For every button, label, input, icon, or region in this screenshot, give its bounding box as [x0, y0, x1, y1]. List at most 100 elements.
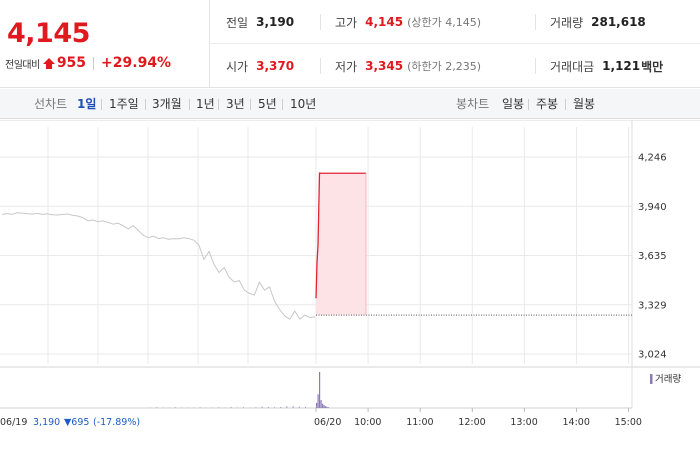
divider — [320, 58, 321, 74]
stat-unit: 백만 — [641, 59, 664, 74]
volume-bars — [150, 372, 330, 408]
stat-volume: 거래량 281,618 — [550, 0, 646, 44]
change-label: 전일대비 — [5, 59, 40, 71]
volume-bar — [323, 405, 325, 408]
volume-legend-swatch — [650, 374, 653, 384]
tab-candle-weekly[interactable]: 주봉 — [536, 97, 559, 111]
candle-chart-label: 봉차트 — [456, 97, 490, 111]
divider — [101, 99, 102, 110]
divider — [218, 99, 219, 110]
stat-sub: (하한가 2,235) — [407, 60, 481, 73]
volume-bar — [230, 406, 232, 408]
stat-trade-value: 거래대금 1,121 백만 — [550, 44, 663, 88]
stat-value: 281,618 — [591, 15, 646, 29]
volume-legend: 거래량 — [650, 373, 681, 385]
grid — [0, 120, 700, 409]
y-tick-label: 4,246 — [638, 153, 667, 164]
divider — [320, 14, 321, 30]
tab-period-10y[interactable]: 10년 — [290, 97, 317, 111]
line-chart-label: 선차트 — [34, 97, 68, 111]
change-row: 전일대비 955 +29.94% — [5, 54, 171, 72]
quote-header: 4,145 전일대비 955 +29.94% 전일 3,190 고가 4,145… — [0, 0, 700, 88]
volume-bar — [286, 406, 288, 408]
previous-day-line — [1, 212, 316, 320]
y-tick-label: 3,024 — [638, 350, 667, 361]
x-tick-label: 06/20 — [314, 417, 341, 428]
today-fill-area — [316, 173, 366, 316]
volume-bar — [199, 407, 201, 408]
stat-open: 시가 3,370 — [226, 44, 294, 88]
volume-bar — [319, 372, 321, 408]
divider — [528, 99, 529, 110]
stat-label: 거래량 — [550, 15, 584, 30]
current-price: 4,145 — [7, 18, 90, 49]
divider — [93, 56, 95, 70]
y-tick-label: 3,940 — [638, 202, 667, 213]
change-amount: 955 — [56, 55, 87, 71]
stat-value: 3,190 — [256, 15, 295, 29]
volume-legend-label: 거래량 — [655, 373, 681, 385]
tab-period-1w[interactable]: 1주일 — [109, 97, 139, 111]
volume-bar — [328, 407, 330, 408]
tab-period-1y[interactable]: 1년 — [196, 97, 215, 111]
tab-period-3m[interactable]: 3개월 — [152, 97, 182, 111]
volume-bar — [316, 402, 318, 408]
x-axis: 06/20 10:00 11:00 12:00 13:00 14:00 15:00 — [314, 408, 642, 428]
x-tick-label: 12:00 — [458, 417, 485, 428]
today-line — [315, 172, 367, 316]
volume-bar — [298, 406, 300, 408]
stat-value: 1,121 — [602, 59, 641, 73]
stat-label: 거래대금 — [550, 59, 595, 74]
today-fill — [316, 173, 366, 316]
volume-bar — [218, 407, 220, 408]
price-chart: 4,246 3,940 3,635 3,329 3,024 06/20 10:00 11:0… — [0, 120, 700, 428]
y-tick-label: 3,635 — [638, 251, 667, 262]
previous-day-summary: 06/19 3,190 ▼695 (-17.89%) — [0, 417, 140, 428]
divider — [535, 14, 536, 30]
prev-close-value: 3,190 — [33, 417, 60, 428]
volume-bar — [292, 405, 294, 408]
volume-bar — [322, 403, 324, 408]
stat-prev-close: 전일 3,190 — [226, 0, 294, 44]
divider — [189, 99, 190, 110]
stat-label: 고가 — [335, 15, 358, 30]
x-tick-label: 11:00 — [406, 417, 433, 428]
stat-label: 시가 — [226, 59, 249, 74]
stat-sub: (상한가 4,145) — [407, 16, 481, 29]
volume-bar — [255, 407, 257, 408]
previous-day-series — [1, 212, 316, 320]
stat-high: 고가 4,145 (상한가 4,145) — [335, 0, 481, 44]
volume-bar — [305, 406, 306, 408]
tab-period-3y[interactable]: 3년 — [226, 97, 245, 111]
y-axis: 4,246 3,940 3,635 3,329 3,024 — [638, 153, 667, 361]
prev-date-label: 06/19 — [0, 417, 27, 428]
today-series — [315, 172, 366, 299]
up-arrow-icon — [42, 57, 55, 69]
divider — [145, 99, 146, 110]
volume-bar — [325, 406, 327, 408]
volume-bar — [261, 406, 263, 408]
price-box: 4,145 전일대비 955 +29.94% — [0, 0, 210, 88]
change-percent: +29.94% — [101, 55, 172, 71]
y-tick-label: 3,329 — [638, 300, 667, 311]
stat-low: 저가 3,345 (하한가 2,235) — [335, 44, 481, 88]
stats-grid: 전일 3,190 고가 4,145 (상한가 4,145) 거래량 281,61… — [210, 0, 700, 88]
tab-candle-daily[interactable]: 일봉 — [502, 97, 525, 111]
stats-row-1: 전일 3,190 고가 4,145 (상한가 4,145) 거래량 281,61… — [210, 0, 700, 44]
stat-label: 전일 — [226, 15, 249, 30]
volume-bar — [156, 407, 158, 408]
divider — [282, 99, 283, 110]
stat-value: 4,145 — [365, 15, 404, 29]
x-tick-label: 15:00 — [615, 417, 642, 428]
divider — [250, 99, 251, 110]
x-tick-label: 10:00 — [354, 417, 381, 428]
tab-period-1d[interactable]: 1일 — [77, 97, 97, 111]
tab-period-5y[interactable]: 5년 — [258, 97, 277, 111]
stat-value: 3,370 — [256, 59, 295, 73]
stat-value: 3,345 — [365, 59, 404, 73]
volume-bar — [174, 407, 176, 408]
volume-bar — [243, 407, 244, 408]
tab-candle-monthly[interactable]: 월봉 — [573, 97, 596, 111]
x-tick-label: 13:00 — [510, 417, 537, 428]
volume-bar — [274, 407, 275, 408]
